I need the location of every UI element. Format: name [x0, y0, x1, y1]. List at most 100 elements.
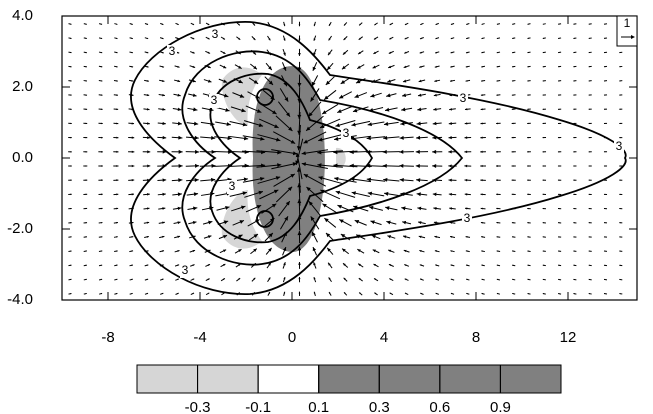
vector-arrow [189, 51, 195, 54]
vector-arrow [404, 51, 410, 54]
vector-arrow [159, 79, 165, 82]
vector-arrow [496, 264, 501, 267]
vector-arrow [588, 278, 592, 281]
vector-arrow [128, 178, 135, 182]
vector-arrow [558, 264, 562, 267]
vector-arrow [98, 94, 103, 96]
vector-shaft [318, 134, 343, 142]
vector-arrow [416, 135, 428, 140]
vector-arrow [83, 179, 88, 181]
vector-arrow [448, 178, 457, 182]
vector-arrow [228, 135, 249, 141]
vector-arrow [416, 121, 428, 126]
vector-arrow [511, 80, 516, 82]
vector-arrow [218, 78, 228, 83]
vector-arrow [298, 291, 301, 296]
vector-head [354, 94, 359, 98]
vector-arrow [275, 115, 293, 132]
vector-arrow [242, 135, 265, 141]
vector-arrow [527, 37, 531, 39]
vector-head [131, 236, 134, 238]
vector-arrow [383, 135, 400, 140]
vector-arrow [542, 122, 547, 125]
vector-head [327, 66, 331, 71]
vector-head [253, 23, 255, 26]
vector-head [542, 23, 545, 25]
vector-head [450, 37, 453, 39]
vector-head [283, 291, 286, 294]
vector-arrow [68, 65, 72, 68]
vector-head [465, 207, 468, 210]
vector-head [147, 164, 151, 168]
vector-arrow [83, 222, 88, 224]
vector-arrow [256, 150, 282, 155]
vector-head [337, 204, 342, 209]
vector-arrow [402, 220, 412, 225]
vector-head [193, 121, 199, 126]
vector-arrow [189, 249, 196, 253]
vector-head [481, 65, 483, 68]
vector-head [588, 207, 590, 210]
vector-arrow [83, 136, 88, 139]
vector-head [344, 292, 346, 295]
vector-head [131, 293, 133, 295]
vector-arrow [188, 93, 197, 97]
vector-head [284, 97, 289, 102]
vector-head [146, 207, 150, 210]
vector-head [419, 250, 422, 253]
vector-arrow [527, 264, 531, 267]
vector-head [298, 291, 301, 294]
vector-head [298, 53, 301, 56]
vector-arrow [512, 51, 516, 54]
shaded-region [252, 66, 325, 252]
vector-arrow [190, 292, 195, 296]
vector-head [588, 193, 590, 195]
vector-arrow [465, 236, 471, 238]
vector-arrow [619, 278, 623, 281]
vector-arrow [496, 23, 501, 25]
vector-head [374, 278, 377, 281]
vector-arrow [558, 293, 562, 295]
vector-arrow [257, 134, 281, 142]
vector-arrow [248, 233, 259, 241]
vector-arrow [603, 165, 608, 167]
x-tick-label: 12 [560, 329, 577, 346]
vector-arrow [298, 261, 301, 269]
vector-head [527, 23, 529, 25]
vector-head [588, 278, 590, 281]
vector-arrow [114, 37, 118, 40]
vector-arrow [382, 149, 400, 154]
vector-arrow [542, 264, 546, 267]
vector-arrow [157, 149, 167, 154]
vector-arrow [511, 94, 516, 96]
vector-head [604, 250, 606, 252]
vector-head [310, 216, 315, 221]
vector-head [85, 23, 87, 25]
vector-head [573, 165, 575, 167]
vector-arrow [128, 164, 135, 168]
vector-arrow [236, 22, 241, 26]
vector-head [435, 293, 438, 295]
vector-head [496, 122, 499, 125]
vector-head [146, 23, 149, 25]
vector-head [496, 278, 499, 281]
vector-arrow [481, 250, 486, 253]
contour-label-bg [462, 212, 472, 226]
vector-head [402, 79, 407, 83]
vector-arrow [98, 250, 103, 252]
vector-arrow [158, 107, 166, 111]
vector-arrow [527, 151, 531, 153]
vector-head [85, 80, 87, 82]
vector-head [207, 264, 211, 267]
vector-arrow [588, 165, 592, 167]
vector-arrow [573, 293, 577, 295]
vector-arrow [542, 108, 546, 110]
vector-arrow [114, 292, 118, 295]
vector-arrow [342, 49, 349, 55]
vector-head [399, 149, 404, 154]
vector-arrow [216, 107, 230, 112]
vector-arrow [83, 108, 88, 110]
vector-arrow [419, 249, 425, 253]
vector-shaft [317, 164, 343, 168]
vector-head [388, 65, 392, 69]
